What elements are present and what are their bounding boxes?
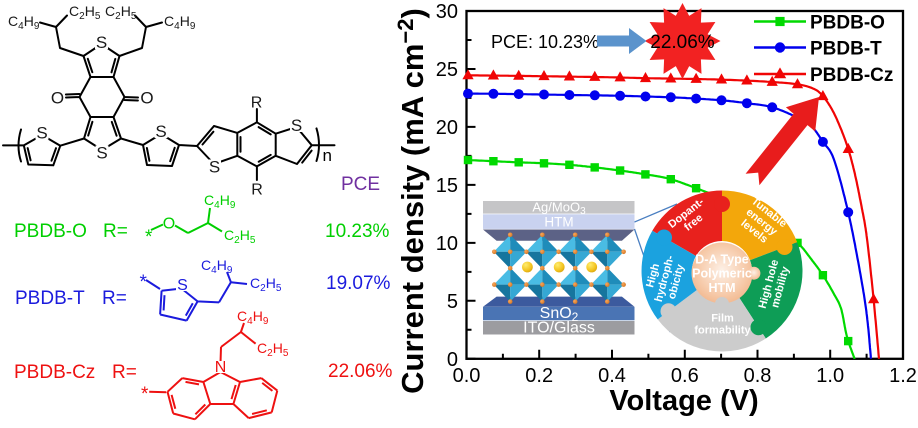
svg-text:ITO/Glass: ITO/Glass — [523, 320, 595, 337]
svg-text:D-A Type: D-A Type — [695, 252, 749, 266]
svg-text:10.23%: 10.23% — [325, 221, 390, 242]
svg-text:Current density (mA cm−2): Current density (mA cm−2) — [393, 8, 430, 394]
svg-text:formability: formability — [694, 324, 751, 336]
svg-text:5: 5 — [447, 291, 458, 313]
svg-text:Film: Film — [711, 312, 734, 324]
svg-text:C2H5: C2H5 — [224, 227, 256, 246]
svg-text:PBDB-T: PBDB-T — [15, 288, 85, 309]
svg-text:10: 10 — [436, 233, 458, 255]
svg-text:N: N — [215, 359, 227, 376]
svg-text:HTM: HTM — [708, 281, 735, 295]
svg-text:R=: R= — [112, 362, 137, 383]
svg-text:1.2: 1.2 — [889, 365, 917, 387]
svg-text:S: S — [177, 277, 188, 294]
svg-text:22.06%: 22.06% — [328, 361, 393, 382]
svg-text:1.0: 1.0 — [816, 365, 844, 387]
svg-text:C2H5: C2H5 — [250, 275, 282, 294]
svg-text:*: * — [141, 384, 149, 405]
svg-text:SnO2: SnO2 — [540, 305, 579, 324]
svg-text:S: S — [96, 33, 107, 52]
svg-text:*: * — [145, 227, 153, 248]
svg-text:0.6: 0.6 — [671, 365, 699, 387]
svg-text:15: 15 — [436, 175, 458, 197]
svg-text:O: O — [51, 89, 64, 108]
svg-text:C4H9: C4H9 — [8, 13, 40, 32]
svg-text:Ag/MoO3: Ag/MoO3 — [532, 200, 586, 218]
svg-text:0.0: 0.0 — [453, 365, 481, 387]
svg-text:0.2: 0.2 — [525, 365, 553, 387]
svg-text:R=: R= — [103, 221, 128, 242]
svg-text:PBDB-O: PBDB-O — [14, 221, 87, 242]
svg-text:*: * — [140, 272, 148, 293]
svg-text:20: 20 — [436, 117, 458, 139]
svg-text:R: R — [251, 181, 263, 198]
svg-text:C2H5: C2H5 — [105, 3, 137, 22]
svg-text:30: 30 — [436, 1, 458, 23]
svg-text:0.8: 0.8 — [744, 365, 772, 387]
svg-text:C4H9: C4H9 — [237, 308, 269, 327]
svg-text:O: O — [163, 216, 175, 233]
svg-text:Voltage (V): Voltage (V) — [609, 385, 758, 417]
svg-text:S: S — [209, 158, 220, 177]
svg-text:0: 0 — [447, 349, 458, 371]
svg-text:PBDB-O: PBDB-O — [810, 13, 885, 34]
svg-text:O: O — [140, 89, 153, 108]
svg-text:PBDB-Cz: PBDB-Cz — [810, 65, 893, 86]
svg-text:C4H9: C4H9 — [164, 13, 196, 32]
svg-text:PBDB-T: PBDB-T — [810, 39, 882, 60]
svg-text:n: n — [323, 146, 332, 165]
svg-text:Polymeric: Polymeric — [692, 267, 752, 281]
svg-text:25: 25 — [436, 59, 458, 81]
svg-text:PBDB-Cz: PBDB-Cz — [14, 362, 95, 383]
svg-text:S: S — [291, 116, 302, 135]
svg-text:C4H9: C4H9 — [204, 192, 236, 211]
svg-text:C2H5: C2H5 — [257, 340, 289, 359]
svg-text:PCE: 10.23%: PCE: 10.23% — [491, 32, 599, 52]
svg-text:S: S — [36, 124, 47, 143]
svg-text:0.4: 0.4 — [598, 365, 626, 387]
svg-text:R=: R= — [102, 288, 127, 309]
svg-text:PCE: PCE — [341, 174, 380, 195]
svg-text:22.06%: 22.06% — [650, 32, 715, 53]
svg-text:HTM: HTM — [544, 215, 573, 230]
svg-text:19.07%: 19.07% — [326, 273, 391, 294]
svg-text:S: S — [96, 144, 107, 163]
svg-text:S: S — [155, 122, 166, 141]
svg-text:C4H9: C4H9 — [201, 257, 233, 276]
svg-text:R: R — [251, 94, 263, 111]
svg-text:C2H5: C2H5 — [69, 3, 101, 22]
